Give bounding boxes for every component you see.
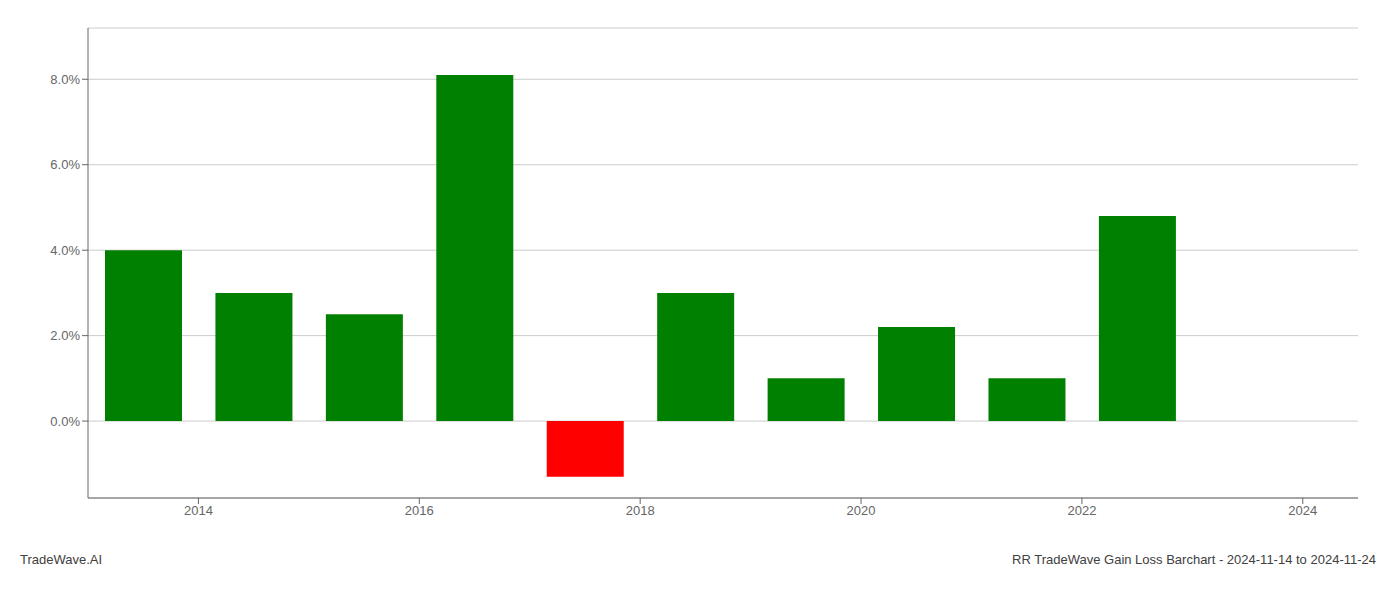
svg-text:2024: 2024 [1288,503,1317,518]
svg-text:2016: 2016 [405,503,434,518]
html-text:TradeWave.AI: TradeWave.AI [20,552,103,567]
svg-text:2014: 2014 [184,503,213,518]
svg-text:2.0%: 2.0% [50,328,80,343]
svg-text:8.0%: 8.0% [50,72,80,87]
svg-text:0.0%: 0.0% [50,414,80,429]
svg-text:2018: 2018 [626,503,655,518]
svg-text:2022: 2022 [1067,503,1096,518]
svg-text:4.0%: 4.0% [50,243,80,258]
html-text:RR TradeWave Gain Loss Barchar: RR TradeWave Gain Loss Barchart - 2024-1… [1012,552,1376,567]
svg-text:6.0%: 6.0% [50,157,80,172]
svg-text:2020: 2020 [847,503,876,518]
